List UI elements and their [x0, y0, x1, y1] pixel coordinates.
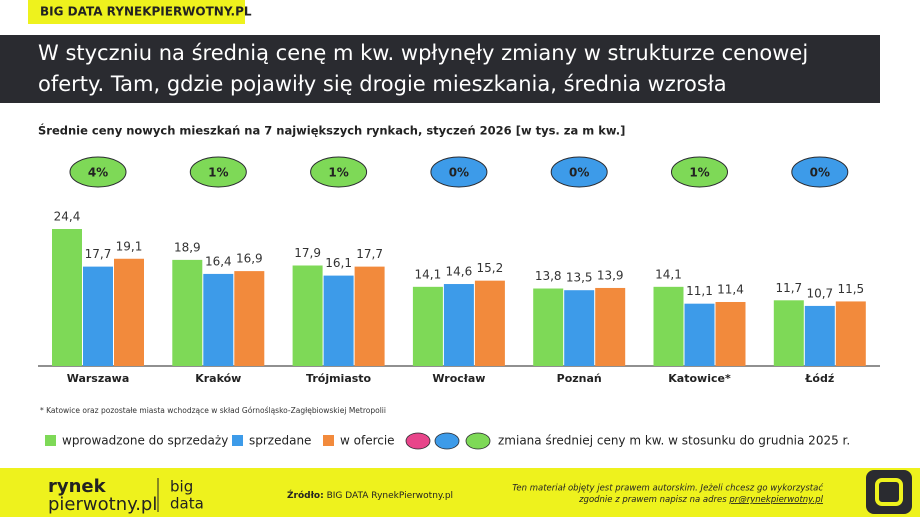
legend-label: wprowadzone do sprzedaży [62, 434, 228, 448]
value-label: 11,1 [686, 284, 713, 298]
bar [474, 280, 505, 366]
change-label: 1% [689, 166, 709, 180]
value-label: 16,4 [205, 254, 232, 268]
change-label: 0% [810, 166, 830, 180]
bar [533, 288, 564, 366]
bar [443, 284, 474, 366]
icon [875, 478, 903, 506]
value-label: 13,9 [597, 268, 624, 282]
logo: big [170, 478, 193, 496]
tag-bg [28, 0, 245, 24]
x-tick-label: Trójmiasto [306, 372, 372, 385]
change-bubble [189, 156, 247, 188]
value-label: 10,7 [806, 286, 833, 300]
legend-label: w ofercie [340, 434, 395, 448]
bar [773, 300, 804, 366]
change-label: 0% [569, 166, 589, 180]
legend-bubble [405, 432, 431, 450]
change-bubble [69, 156, 127, 188]
bar [323, 275, 354, 366]
x-tick-label: Łódź [804, 372, 834, 385]
value-label: 24,4 [54, 210, 81, 224]
copyright: Ten materiał objęty jest prawem autorski… [512, 483, 823, 494]
footer-bg [0, 468, 920, 517]
value-label: 17,7 [85, 247, 112, 261]
bar [172, 259, 203, 366]
legend-label: zmiana średniej ceny m kw. w stosunku do… [498, 434, 850, 448]
value-label: 14,1 [655, 267, 682, 281]
change-bubble [550, 156, 608, 188]
value-label: 16,9 [236, 252, 263, 266]
value-label: 16,1 [325, 256, 352, 270]
value-label: 17,9 [294, 246, 321, 260]
legend-label: sprzedane [249, 434, 311, 448]
copyright: zgodnie z prawem napisz na adres pr@ryne… [578, 495, 824, 505]
value-label: 13,5 [566, 271, 593, 285]
source-text: BIG DATA RynekPierwotny.pl [327, 491, 453, 501]
x-tick-label: Katowice* [668, 372, 731, 385]
value-label: 19,1 [116, 239, 143, 253]
icon-bg [866, 470, 912, 514]
title-line: W styczniu na średnią cenę m kw. wpłynęł… [38, 41, 808, 65]
change-label: 4% [88, 166, 108, 180]
logo: rynek [48, 476, 107, 497]
legend-bubble [434, 432, 460, 450]
footnote: * Katowice oraz pozostałe miasta wchodzą… [40, 406, 386, 415]
value-label: 18,9 [174, 240, 201, 254]
change-bubble [791, 156, 849, 188]
title-line: oferty. Tam, gdzie pojawiły się drogie m… [38, 72, 727, 96]
value-label: 11,5 [837, 282, 864, 296]
x-tick-label: Kraków [195, 372, 241, 385]
bar [114, 258, 144, 366]
legend-bubble [465, 432, 491, 450]
value-label: 13,8 [535, 269, 562, 283]
value-label: 14,1 [415, 267, 442, 281]
bar [203, 273, 234, 366]
change-label: 1% [208, 166, 228, 180]
change-bubble [310, 156, 368, 188]
value-label: 15,2 [477, 261, 504, 275]
copyright-text: zgodnie z prawem napisz na adres [578, 495, 727, 505]
change-bubble [671, 156, 728, 188]
bar [835, 301, 866, 366]
bar [715, 301, 746, 366]
value-label: 17,7 [356, 247, 383, 261]
value-label: 11,7 [775, 281, 802, 295]
change-label: 1% [328, 166, 348, 180]
x-tick-label: Poznań [557, 372, 602, 385]
bar [52, 229, 82, 366]
logo: data [170, 495, 204, 513]
logo: pierwotny.pl [48, 494, 157, 515]
bar [684, 303, 715, 366]
legend-swatch [45, 435, 56, 446]
bar [292, 265, 323, 366]
bar [595, 287, 626, 366]
email[interactable]: pr@rynekpierwotny.pl [728, 495, 823, 505]
bar [564, 290, 595, 366]
tag: BIG DATA RYNEKPIERWOTNY.PL [40, 5, 252, 19]
legend-swatch [232, 435, 243, 446]
legend-swatch [323, 435, 334, 446]
chart-title: Średnie ceny nowych mieszkań na 7 najwię… [38, 123, 625, 138]
change-bubble [430, 156, 488, 188]
value-label: 11,4 [717, 282, 744, 296]
source-label: Źródło: [287, 489, 324, 501]
bar [804, 305, 835, 366]
value-label: 14,6 [446, 265, 473, 279]
change-label: 0% [449, 166, 469, 180]
bar [412, 286, 443, 366]
title-bg [0, 35, 880, 103]
bar [653, 286, 684, 366]
x-tick-label: Warszawa [67, 372, 130, 385]
bar [234, 271, 265, 366]
source: Źródło: BIG DATA RynekPierwotny.pl [287, 489, 453, 501]
bar [83, 266, 113, 366]
x-tick-label: Wrocław [432, 372, 485, 385]
bar [354, 266, 385, 366]
